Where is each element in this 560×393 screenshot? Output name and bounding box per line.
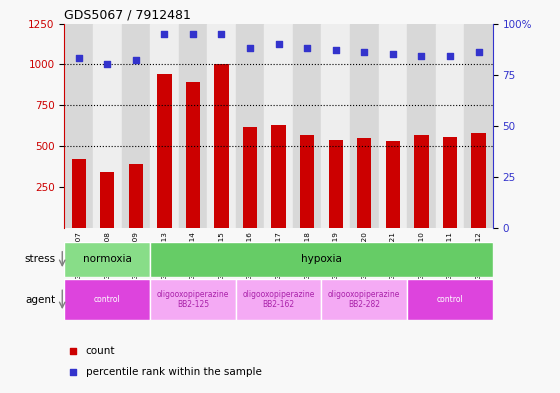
Point [331,47,340,53]
Bar [293,24,321,228]
Bar [64,279,150,320]
Bar [379,24,407,228]
Text: GDS5067 / 7912481: GDS5067 / 7912481 [64,8,192,21]
Point [474,49,483,55]
Bar [350,24,379,228]
Text: agent: agent [26,295,56,305]
Bar [272,125,286,228]
Text: stress: stress [25,254,56,264]
Bar [264,24,293,228]
Bar [236,24,264,228]
Text: normoxia: normoxia [83,254,132,264]
Bar [150,242,493,277]
Point [217,31,226,37]
Bar [93,24,122,228]
Bar [122,24,150,228]
Bar [157,74,171,228]
Bar [300,135,314,228]
Text: oligooxopiperazine
BB2-282: oligooxopiperazine BB2-282 [328,290,400,309]
Point [103,61,112,68]
Bar [321,279,407,320]
Point [160,31,169,37]
Point [446,53,455,59]
Point [68,348,77,354]
Point [188,31,198,37]
Bar [72,159,86,228]
Bar [64,242,150,277]
Point [302,45,311,51]
Point [360,49,368,55]
Point [245,45,254,51]
Bar [443,137,457,228]
Bar [472,133,486,228]
Point [131,57,140,64]
Bar [414,135,428,228]
Bar [236,279,321,320]
Text: count: count [86,346,115,356]
Bar [179,24,207,228]
Bar [100,173,114,228]
Bar [243,127,257,228]
Text: oligooxopiperazine
BB2-162: oligooxopiperazine BB2-162 [242,290,315,309]
Text: control: control [94,295,120,304]
Bar [207,24,236,228]
Bar [150,24,179,228]
Point [68,369,77,375]
Bar [64,24,93,228]
Bar [214,64,228,228]
Bar [150,279,236,320]
Point [274,41,283,47]
Bar [186,83,200,228]
Bar [407,24,436,228]
Text: control: control [437,295,463,304]
Bar [464,24,493,228]
Text: percentile rank within the sample: percentile rank within the sample [86,367,262,377]
Bar [436,24,464,228]
Bar [386,141,400,228]
Bar [407,279,493,320]
Bar [329,140,343,228]
Bar [321,24,350,228]
Text: hypoxia: hypoxia [301,254,342,264]
Bar [129,164,143,228]
Text: oligooxopiperazine
BB2-125: oligooxopiperazine BB2-125 [157,290,229,309]
Point [388,51,397,57]
Point [74,55,83,61]
Bar [357,138,371,228]
Point [417,53,426,59]
